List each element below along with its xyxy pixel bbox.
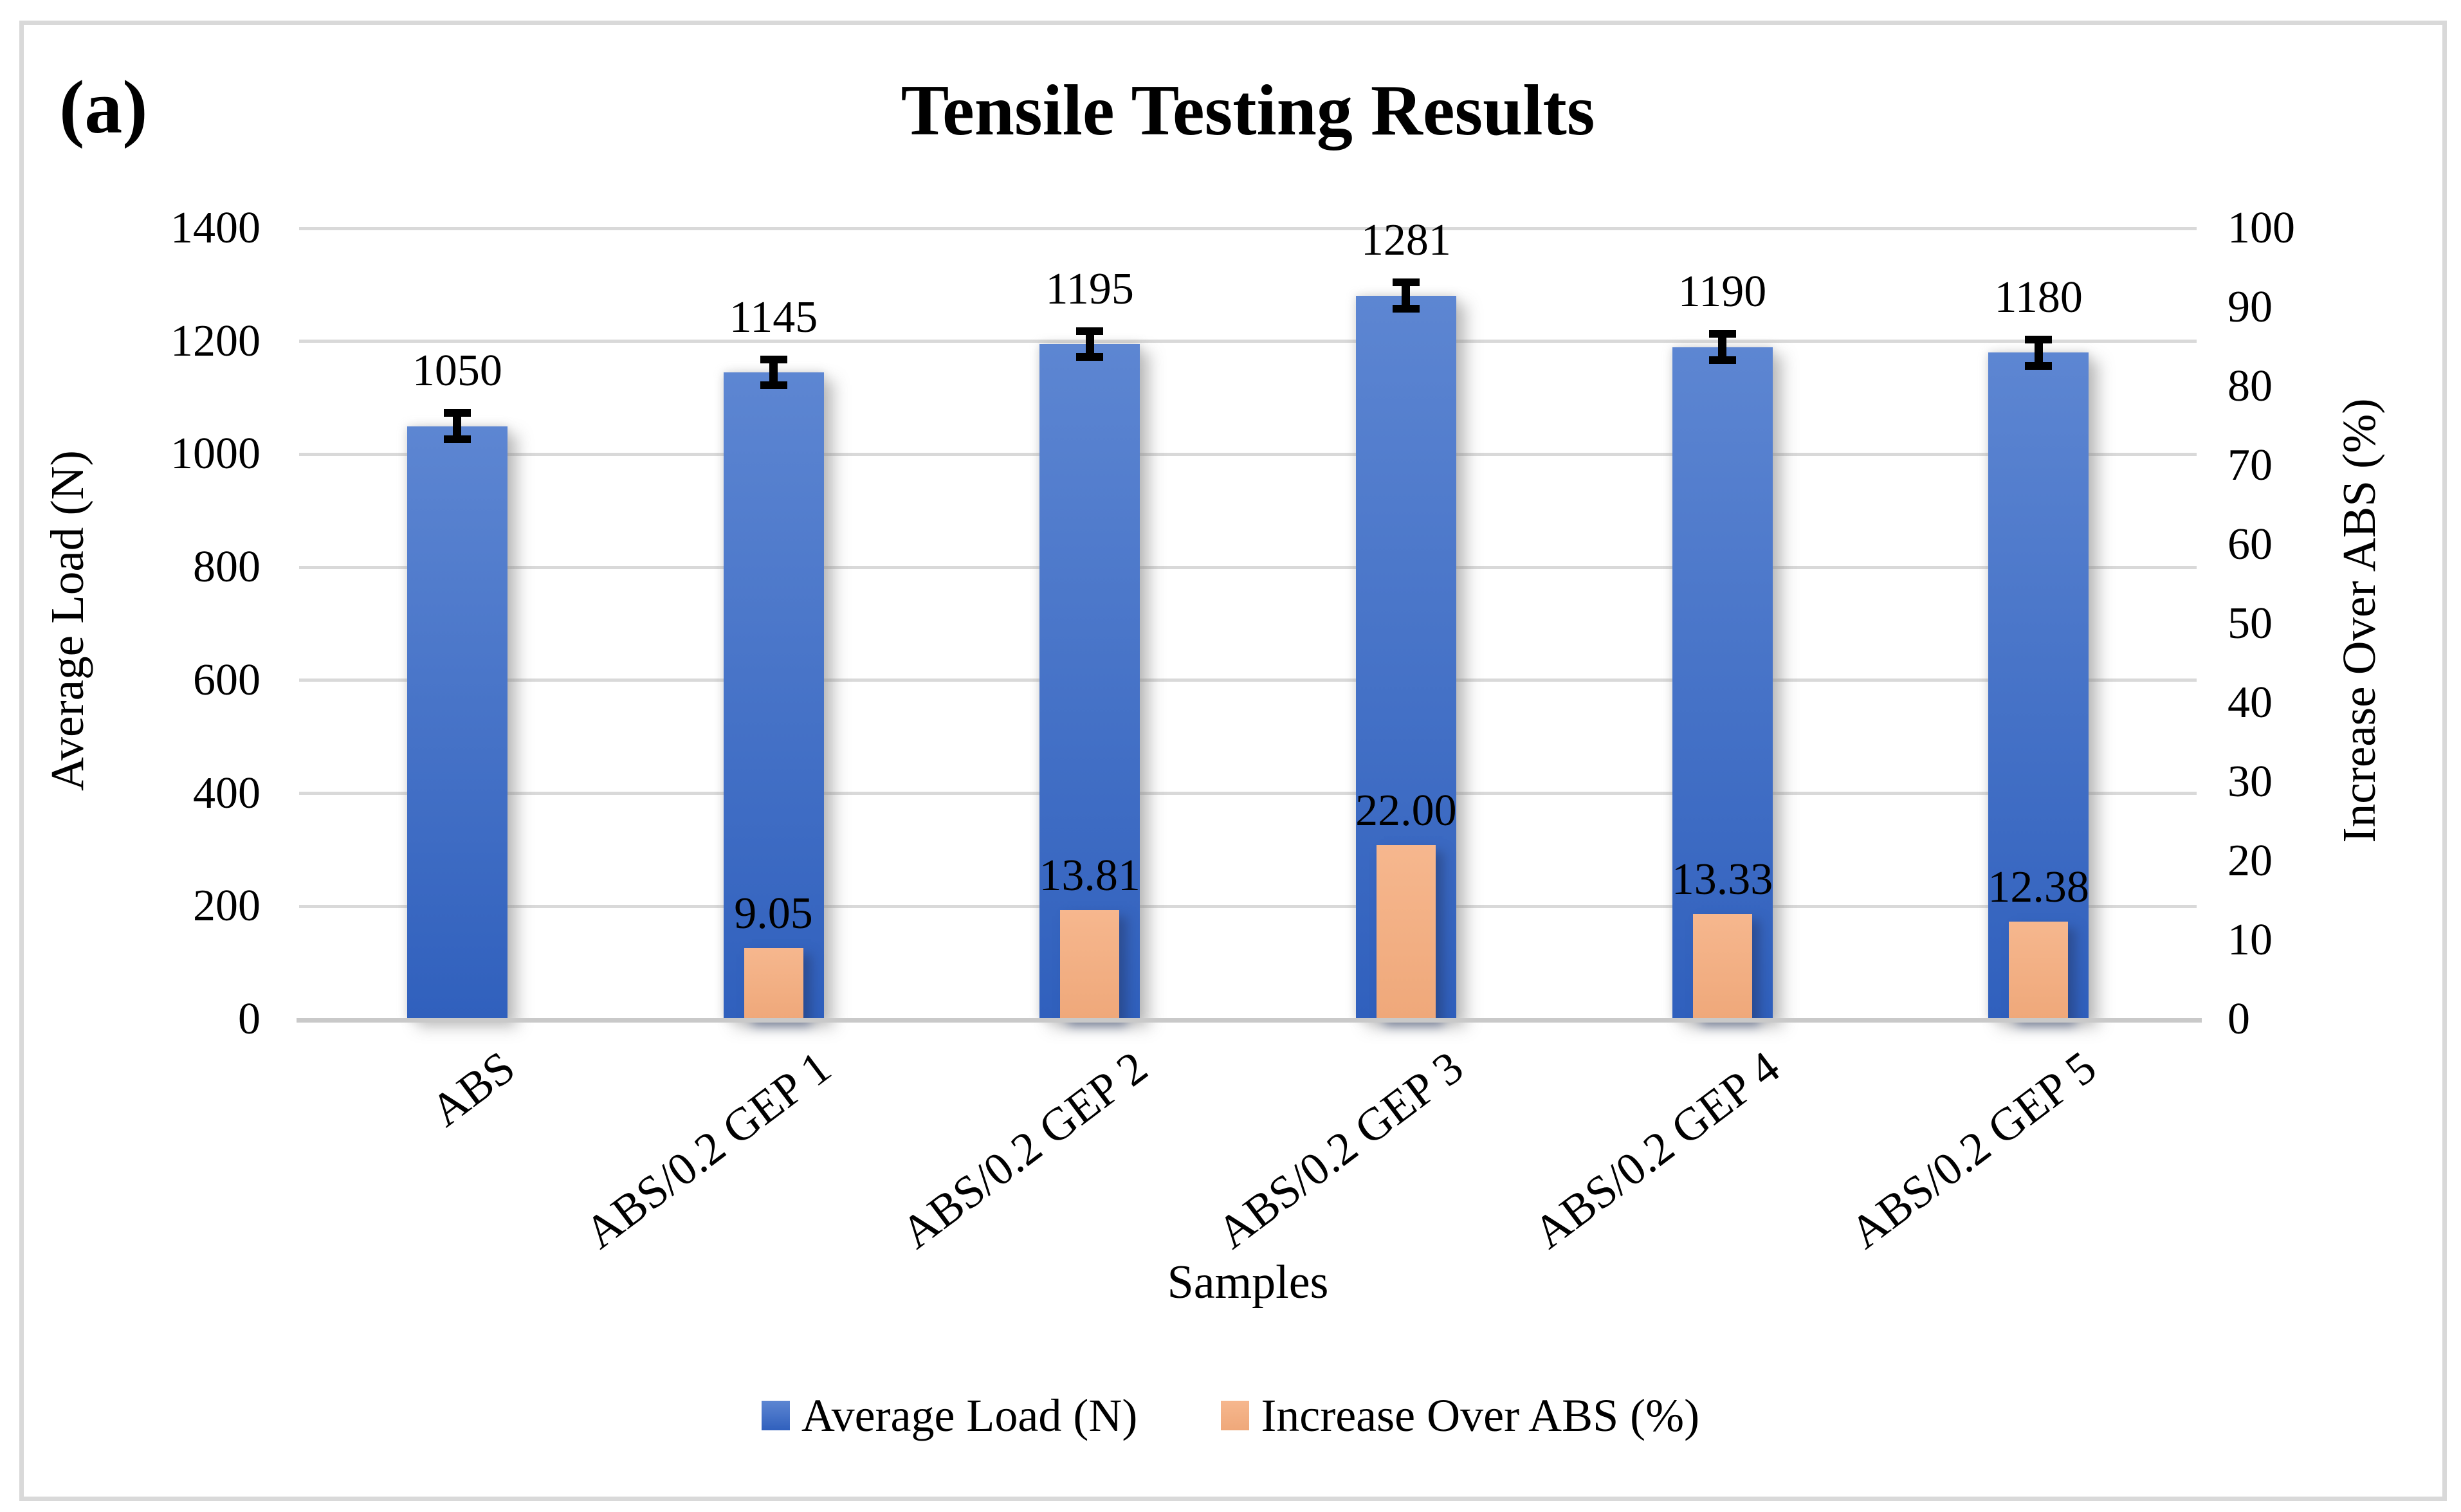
error-bar-stem — [769, 355, 778, 390]
gridline — [299, 792, 2197, 796]
error-bar-stem — [1718, 330, 1726, 364]
legend-entry-increase: Increase Over ABS (%) — [1221, 1388, 1699, 1443]
gridline — [299, 340, 2197, 343]
value-label-increase: 22.00 — [1355, 786, 1457, 836]
right-axis-tick: 50 — [2228, 599, 2273, 648]
value-label-increase: 9.05 — [734, 888, 813, 938]
chart-title: Tensile Testing Results — [901, 71, 1595, 150]
error-bar-cap-top — [443, 409, 471, 417]
bar-average-load — [1988, 352, 2089, 1019]
error-bar-cap-bottom — [2025, 361, 2053, 370]
bar-average-load — [1672, 347, 1773, 1019]
value-label-average-load: 1050 — [412, 346, 502, 396]
legend-label: Increase Over ABS (%) — [1261, 1390, 1700, 1441]
left-axis-tick: 600 — [193, 655, 261, 705]
bar-increase-over-abs — [744, 947, 803, 1019]
bar-increase-over-abs — [2009, 921, 2069, 1019]
right-axis-tick: 0 — [2228, 994, 2250, 1044]
x-axis-line — [297, 1018, 2202, 1023]
right-axis-tick: 70 — [2228, 441, 2273, 490]
gridline — [299, 904, 2197, 908]
left-axis-tick: 1000 — [170, 429, 261, 479]
plot-area — [299, 226, 2197, 1019]
right-axis-tick: 90 — [2228, 282, 2273, 332]
right-axis-tick: 80 — [2228, 361, 2273, 411]
error-bar — [1076, 327, 1104, 361]
error-bar — [443, 409, 471, 443]
error-bar-stem — [453, 409, 462, 443]
error-bar — [2025, 335, 2053, 370]
legend: Average Load (N) Increase Over ABS (%) — [0, 1388, 2461, 1443]
left-axis-tick: 400 — [193, 768, 261, 818]
error-bar-stem — [1085, 327, 1094, 361]
bar-average-load — [407, 426, 508, 1019]
error-bar-cap-top — [760, 355, 787, 363]
error-bar-cap-top — [1392, 278, 1420, 287]
error-bar-cap-top — [1076, 327, 1104, 335]
gridline — [299, 452, 2197, 456]
gridline — [299, 679, 2197, 682]
bar-average-load — [723, 372, 824, 1019]
value-label-average-load: 1145 — [729, 292, 818, 342]
legend-swatch-orange — [1221, 1401, 1250, 1431]
error-bar — [760, 355, 787, 390]
right-axis-tick: 30 — [2228, 757, 2273, 806]
bar-increase-over-abs — [1376, 845, 1436, 1019]
error-bar-cap-bottom — [1392, 304, 1420, 313]
right-axis-tick: 40 — [2228, 678, 2273, 727]
panel-label: (a) — [59, 65, 148, 149]
error-bar-stem — [1402, 278, 1411, 313]
left-axis-tick: 800 — [193, 542, 261, 592]
value-label-increase: 13.33 — [1671, 855, 1773, 905]
error-bar-cap-bottom — [1708, 356, 1736, 364]
right-axis-tick: 60 — [2228, 520, 2273, 569]
legend-label: Average Load (N) — [801, 1390, 1138, 1441]
left-axis-tick: 1400 — [170, 203, 261, 253]
gridline — [299, 226, 2197, 230]
value-label-average-load: 1190 — [1678, 267, 1767, 317]
bar-increase-over-abs — [1692, 914, 1752, 1019]
value-label-average-load: 1195 — [1045, 264, 1134, 314]
x-axis-title: Samples — [1167, 1256, 1329, 1309]
error-bar-cap-bottom — [443, 435, 471, 443]
bar-average-load — [1039, 344, 1140, 1019]
error-bar-cap-top — [2025, 335, 2053, 343]
error-bar — [1392, 278, 1420, 313]
value-label-increase: 12.38 — [1988, 862, 2089, 912]
error-bar — [1708, 330, 1736, 364]
error-bar-cap-bottom — [760, 381, 787, 390]
left-axis-tick: 1200 — [170, 316, 261, 366]
error-bar-stem — [2034, 335, 2043, 370]
right-axis-tick: 10 — [2228, 915, 2273, 965]
error-bar-cap-bottom — [1076, 353, 1104, 361]
value-label-average-load: 1180 — [1994, 272, 2083, 322]
gridline — [299, 565, 2197, 569]
right-axis-tick: 100 — [2228, 203, 2295, 253]
left-axis-title: Average Load (N) — [41, 450, 93, 791]
left-axis-tick: 200 — [193, 881, 261, 931]
left-axis-tick: 0 — [238, 994, 261, 1044]
legend-entry-average-load: Average Load (N) — [761, 1388, 1138, 1443]
value-label-increase: 13.81 — [1039, 851, 1140, 901]
right-axis-tick: 20 — [2228, 836, 2273, 886]
legend-swatch-blue — [761, 1401, 790, 1431]
bar-increase-over-abs — [1060, 910, 1120, 1019]
error-bar-cap-top — [1708, 330, 1736, 338]
value-label-average-load: 1281 — [1360, 215, 1451, 266]
